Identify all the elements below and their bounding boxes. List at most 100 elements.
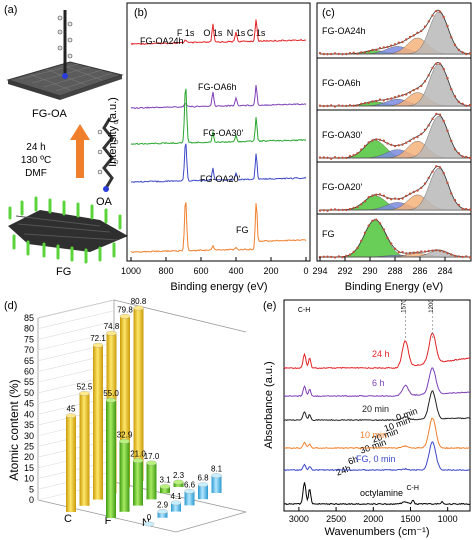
panel-c-data-point bbox=[375, 138, 378, 141]
panel-c-data-point bbox=[431, 66, 434, 70]
panel-c-data-point bbox=[461, 51, 464, 54]
panel-c-data-point bbox=[416, 251, 419, 254]
panel-c-data-point bbox=[438, 113, 442, 116]
panel-c-c1s-fitting: (c) FG-OA24h FG-OA6h FG-OA30' FG-OA20' FG 29… bbox=[312, 2, 472, 293]
panel-e-annotation: 1200 bbox=[429, 299, 435, 313]
panel-c-data-point bbox=[337, 52, 340, 56]
panel-c-data-point bbox=[367, 50, 370, 53]
panel-b-frame bbox=[126, 2, 311, 262]
panel-e-annotation: 1570 bbox=[401, 299, 407, 313]
panel-b-xtick-label: 0 bbox=[303, 266, 308, 276]
panel-d-ytick-label: 75 bbox=[24, 334, 34, 344]
panel-d-bar bbox=[211, 475, 222, 493]
panel-c-data-point bbox=[382, 228, 385, 231]
panel-c-data-point bbox=[382, 139, 385, 142]
panel-e-series-label: 10 min bbox=[360, 430, 387, 440]
panel-c-data-point bbox=[423, 80, 427, 83]
panel-d-bar-cap bbox=[133, 305, 144, 311]
panel-c-data-point bbox=[468, 256, 472, 259]
panel-c-data-point bbox=[450, 192, 453, 195]
panel-c-data-point bbox=[360, 148, 363, 151]
panel-d-bar-value-label: 3.1 bbox=[159, 476, 171, 485]
panel-c-series-label: FG-OA20' bbox=[322, 182, 363, 192]
panel-d-bar bbox=[198, 484, 208, 500]
panel-b-series-line bbox=[130, 202, 307, 254]
panel-c-data-point bbox=[431, 117, 434, 121]
panel-c-data-point bbox=[435, 165, 438, 168]
panel-d-gridline bbox=[37, 321, 115, 340]
panel-b-letter: (b) bbox=[134, 7, 147, 19]
panel-c-data-point bbox=[326, 104, 329, 108]
panel-d-bar-cap bbox=[105, 397, 117, 403]
panel-c-letter: (c) bbox=[322, 7, 335, 19]
panel-d-ytick-label: 80 bbox=[24, 324, 34, 334]
panel-c-data-point bbox=[457, 255, 460, 258]
panel-d-bar-value-label: 45 bbox=[67, 405, 76, 414]
panel-b-series-label: FG-OA24h bbox=[140, 36, 184, 46]
panel-c-data-point bbox=[318, 52, 322, 55]
panel-c-data-point bbox=[446, 76, 449, 80]
panel-c-data-point bbox=[341, 256, 344, 259]
panel-c-data-point bbox=[352, 104, 355, 107]
panel-c-data-point bbox=[446, 252, 449, 255]
panel-c-data-point bbox=[371, 139, 374, 142]
panel-c-data-point bbox=[371, 194, 374, 197]
panel-b-xtick-label: 200 bbox=[263, 266, 278, 276]
panel-c-data-point bbox=[375, 193, 378, 196]
panel-d-ytick-label: 20 bbox=[24, 452, 34, 462]
panel-c-data-point bbox=[420, 250, 423, 253]
panel-d-bar-value-label: 8.1 bbox=[211, 465, 223, 474]
panel-c-data-point bbox=[393, 247, 397, 250]
panel-c-data-point bbox=[390, 44, 393, 47]
panel-d-bar-cap bbox=[119, 439, 130, 444]
panel-d-bar bbox=[146, 463, 157, 500]
panel-c-data-point bbox=[416, 31, 419, 34]
panel-d-letter: (d) bbox=[4, 300, 17, 312]
panel-c-data-point bbox=[337, 255, 340, 258]
condition-temperature: 130 ºC bbox=[21, 155, 51, 166]
panel-d-bar-cap bbox=[143, 521, 155, 527]
panel-e-ylabel: Absorbance (a.u.) bbox=[263, 361, 275, 448]
panel-b-series-label: FG bbox=[236, 225, 249, 235]
panel-d-bar-cap bbox=[132, 458, 144, 463]
panel-c-data-point bbox=[345, 104, 348, 108]
panel-b-series-line bbox=[130, 143, 307, 183]
panel-c-data-point bbox=[360, 203, 363, 206]
panel-d-bar-cap bbox=[184, 488, 195, 494]
panel-c-data-point bbox=[326, 255, 329, 258]
panel-b-ylabel: Intensity (a.u.) bbox=[107, 97, 119, 167]
panel-c-data-point bbox=[382, 99, 385, 102]
panel-c-data-point bbox=[333, 256, 337, 259]
panel-d-bar-cap bbox=[159, 484, 171, 489]
panel-c-xlabel: Binding Energy (eV) bbox=[345, 281, 443, 293]
panel-c-data-point bbox=[326, 53, 329, 56]
panel-d-ytick-label: 45 bbox=[24, 399, 34, 409]
panel-c-data-point bbox=[371, 100, 374, 103]
panel-c-data-point bbox=[352, 250, 355, 254]
panel-c-data-point bbox=[367, 101, 370, 105]
panel-e-series-label: 24 h bbox=[372, 349, 390, 359]
panel-c-data-point bbox=[360, 51, 363, 54]
panel-e-xtick-label: 1500 bbox=[400, 514, 420, 524]
panel-d-bar-cap bbox=[106, 330, 117, 336]
panel-c-data-point bbox=[341, 104, 344, 108]
panel-c-data-point bbox=[333, 208, 337, 211]
panel-c-data-point bbox=[442, 250, 445, 253]
panel-c-data-point bbox=[453, 199, 457, 202]
up-arrow-icon bbox=[70, 124, 90, 178]
panel-c-data-point bbox=[453, 95, 457, 98]
panel-c-data-point bbox=[341, 208, 344, 212]
panel-e-series-label: octylamine bbox=[360, 488, 403, 498]
panel-d-bar-value-label: 72.1 bbox=[90, 334, 106, 343]
panel-c-data-point bbox=[375, 99, 378, 103]
panel-c-data-point bbox=[378, 222, 382, 225]
panel-d-ytick-label: 50 bbox=[24, 388, 34, 398]
panel-d-bar-cap bbox=[211, 473, 222, 479]
panel-c-data-point bbox=[420, 186, 423, 189]
panel-d-bar bbox=[173, 482, 184, 487]
panel-b-series-label: FG-OA6h bbox=[198, 82, 237, 92]
panel-d-bar-cap bbox=[65, 413, 77, 418]
panel-e-band-label: C-H bbox=[406, 485, 418, 492]
panel-e-letter: (e) bbox=[263, 300, 276, 312]
panel-c-data-point bbox=[318, 209, 322, 212]
